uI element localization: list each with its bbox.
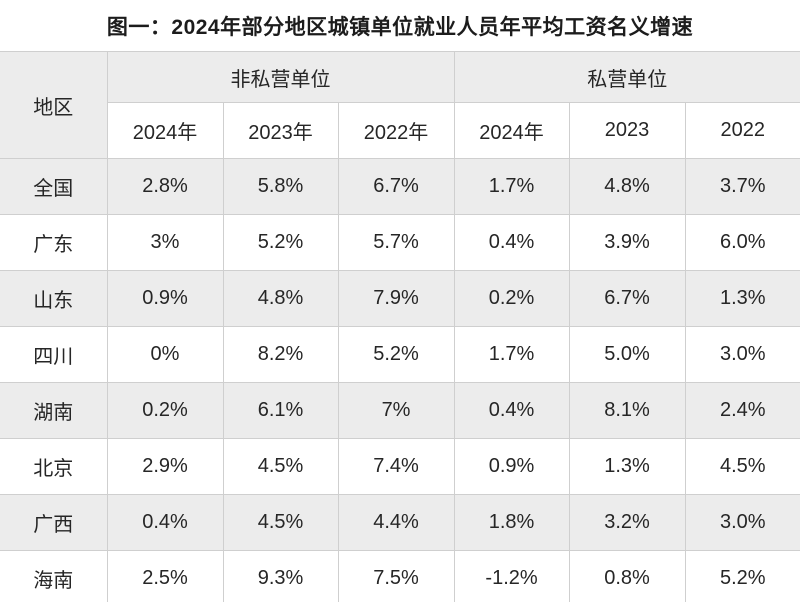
group-header-row: 地区 非私营单位 私营单位 [0,51,800,159]
table-row: 四川 0% 8.2% 5.2% 1.7% 5.0% 3.0% [0,326,800,383]
group-header-private: 私营单位 [453,51,800,103]
table-row: 海南 2.5% 9.3% 7.5% -1.2% 0.8% 5.2% [0,550,800,602]
value-cell: 0.4% [106,494,224,551]
year-header: 2023 [568,102,686,159]
value-cell: 3.9% [568,214,686,271]
region-cell: 海南 [0,550,108,602]
value-cell: 7.4% [337,438,455,495]
year-header: 2022年 [337,102,455,159]
value-cell: 0.4% [453,214,570,271]
table-header: 地区 非私营单位 私营单位 2024年 2023年 2022年 2024年 20… [0,51,800,159]
year-header: 2024年 [107,102,224,159]
value-cell: 7% [337,382,455,439]
value-cell: 2.9% [106,438,224,495]
value-cell: 0.2% [453,270,570,327]
value-cell: 3% [106,214,224,271]
table-row: 广东 3% 5.2% 5.7% 0.4% 3.9% 6.0% [0,214,800,271]
value-cell: 4.5% [684,438,800,495]
value-cell: 0% [106,326,224,383]
value-cell: 0.2% [106,382,224,439]
value-cell: 3.2% [568,494,686,551]
value-cell: 5.2% [222,214,339,271]
region-cell: 北京 [0,438,108,495]
value-cell: 8.2% [222,326,339,383]
table-row: 北京 2.9% 4.5% 7.4% 0.9% 1.3% 4.5% [0,438,800,495]
value-cell: 5.2% [684,550,800,602]
figure-title: 图一：2024年部分地区城镇单位就业人员年平均工资名义增速 [106,15,694,39]
value-cell: 5.0% [568,326,686,383]
value-cell: 1.8% [453,494,570,551]
value-cell: 6.7% [337,158,455,215]
value-cell: 5.8% [222,158,339,215]
value-cell: 5.2% [337,326,455,383]
value-cell: 4.5% [222,438,339,495]
region-cell: 广东 [0,214,108,271]
region-cell: 山东 [0,270,108,327]
title-bar: 图一：2024年部分地区城镇单位就业人员年平均工资名义增速 [0,0,800,51]
year-header-row: 2024年 2023年 2022年 2024年 2023 2022 [0,102,800,159]
value-cell: 3.7% [684,158,800,215]
wage-growth-table: 地区 非私营单位 私营单位 2024年 2023年 2022年 2024年 20… [0,51,800,602]
value-cell: 4.5% [222,494,339,551]
region-column-header: 地区 [0,51,108,159]
table-row: 湖南 0.2% 6.1% 7% 0.4% 8.1% 2.4% [0,382,800,439]
value-cell: 9.3% [222,550,339,602]
value-cell: 6.0% [684,214,800,271]
value-cell: 4.8% [222,270,339,327]
value-cell: 0.4% [453,382,570,439]
region-cell: 广西 [0,494,108,551]
region-cell: 全国 [0,158,108,215]
value-cell: 3.0% [684,494,800,551]
value-cell: 6.1% [222,382,339,439]
value-cell: 4.4% [337,494,455,551]
value-cell: 0.9% [106,270,224,327]
table-row: 山东 0.9% 4.8% 7.9% 0.2% 6.7% 1.3% [0,270,800,327]
value-cell: -1.2% [453,550,570,602]
value-cell: 1.3% [684,270,800,327]
value-cell: 7.9% [337,270,455,327]
value-cell: 3.0% [684,326,800,383]
value-cell: 5.7% [337,214,455,271]
value-cell: 4.8% [568,158,686,215]
year-header: 2022 [684,102,800,159]
value-cell: 7.5% [337,550,455,602]
group-header-non-private: 非私营单位 [106,51,455,103]
year-header: 2023年 [222,102,339,159]
value-cell: 2.8% [106,158,224,215]
value-cell: 2.4% [684,382,800,439]
table-row: 全国 2.8% 5.8% 6.7% 1.7% 4.8% 3.7% [0,158,800,215]
region-cell: 四川 [0,326,108,383]
table-body: 全国 2.8% 5.8% 6.7% 1.7% 4.8% 3.7% 广东 3% 5.2% 5.7% 0.… [0,158,800,602]
table-row: 广西 0.4% 4.5% 4.4% 1.8% 3.2% 3.0% [0,494,800,551]
region-cell: 湖南 [0,382,108,439]
value-cell: 8.1% [568,382,686,439]
value-cell: 2.5% [106,550,224,602]
value-cell: 6.7% [568,270,686,327]
value-cell: 1.7% [453,326,570,383]
year-header: 2024年 [453,102,570,159]
value-cell: 0.9% [453,438,570,495]
value-cell: 0.8% [568,550,686,602]
value-cell: 1.7% [453,158,570,215]
value-cell: 1.3% [568,438,686,495]
